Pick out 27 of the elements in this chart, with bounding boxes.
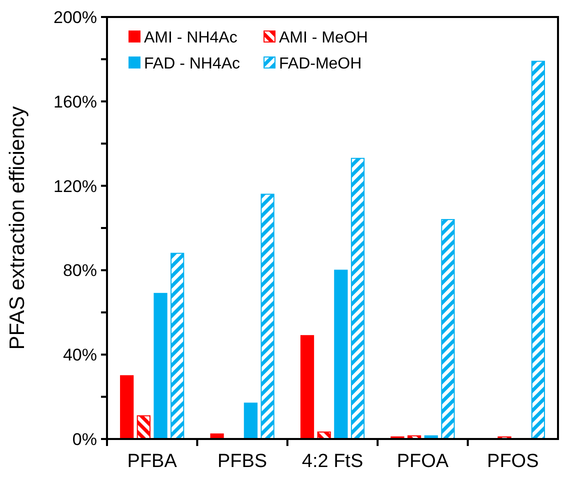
x-tick-label: PFOA xyxy=(396,451,449,472)
y-tick-label: 0% xyxy=(72,430,97,449)
legend-label: FAD - NH4Ac xyxy=(144,56,240,73)
bar xyxy=(531,60,545,440)
x-tick-label: PFOS xyxy=(487,451,539,472)
bar xyxy=(244,402,258,440)
bar xyxy=(154,292,168,440)
bar xyxy=(334,270,348,440)
y-tick-label: 160% xyxy=(54,92,97,112)
x-tick-label: PFBS xyxy=(217,451,268,472)
bar xyxy=(350,158,365,440)
bar xyxy=(136,415,150,440)
y-tick-label: 120% xyxy=(54,176,97,196)
bar xyxy=(120,375,134,440)
bar xyxy=(441,219,455,440)
legend-label: AMI - MeOH xyxy=(279,30,368,47)
bar xyxy=(260,194,274,440)
x-tick-label: 4:2 FtS xyxy=(302,451,364,472)
y-tick-label: 200% xyxy=(54,8,97,27)
legend-label: AMI - NH4Ac xyxy=(144,30,238,47)
legend-label: FAD-MeOH xyxy=(279,56,362,73)
y-tick-label: 80% xyxy=(62,261,97,280)
bar xyxy=(170,252,184,440)
y-tick-label: 40% xyxy=(62,346,97,365)
y-axis-title: PFAS extraction efficiency xyxy=(6,106,29,350)
x-tick-label: PFBA xyxy=(127,451,178,472)
bar xyxy=(300,335,314,440)
